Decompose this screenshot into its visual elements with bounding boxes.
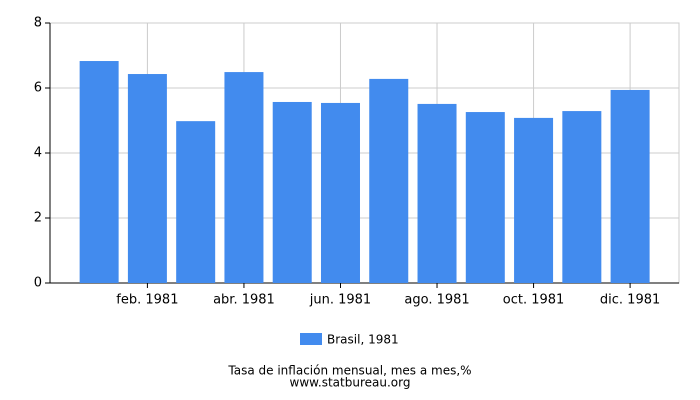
- bar: [610, 89, 650, 283]
- x-tick-label: oct. 1981: [503, 293, 565, 308]
- y-tick-label: 8: [34, 16, 42, 31]
- bar: [224, 72, 264, 283]
- bar: [369, 78, 409, 284]
- legend-label: Brasil, 1981: [327, 333, 399, 347]
- x-tick-label: dic. 1981: [600, 293, 660, 308]
- x-tick-label: jun. 1981: [309, 293, 371, 308]
- bar: [79, 61, 119, 284]
- bar: [514, 117, 554, 284]
- bar: [127, 74, 167, 284]
- x-tick-label: abr. 1981: [213, 293, 275, 308]
- source: www.statbureau.org: [290, 376, 411, 390]
- x-tick-label: feb. 1981: [116, 293, 178, 308]
- bar: [465, 112, 505, 283]
- y-tick-label: 2: [34, 211, 42, 226]
- y-tick-label: 0: [34, 276, 42, 291]
- x-tick-label: ago. 1981: [404, 293, 469, 308]
- legend-swatch: [300, 333, 322, 345]
- y-tick-label: 4: [34, 146, 42, 161]
- caption: Tasa de inflación mensual, mes a mes,%: [227, 364, 471, 378]
- bar: [272, 101, 312, 283]
- bar: [562, 111, 602, 283]
- bar: [176, 121, 216, 284]
- bar: [417, 103, 457, 283]
- bar: [320, 102, 360, 283]
- y-tick-label: 6: [34, 81, 42, 96]
